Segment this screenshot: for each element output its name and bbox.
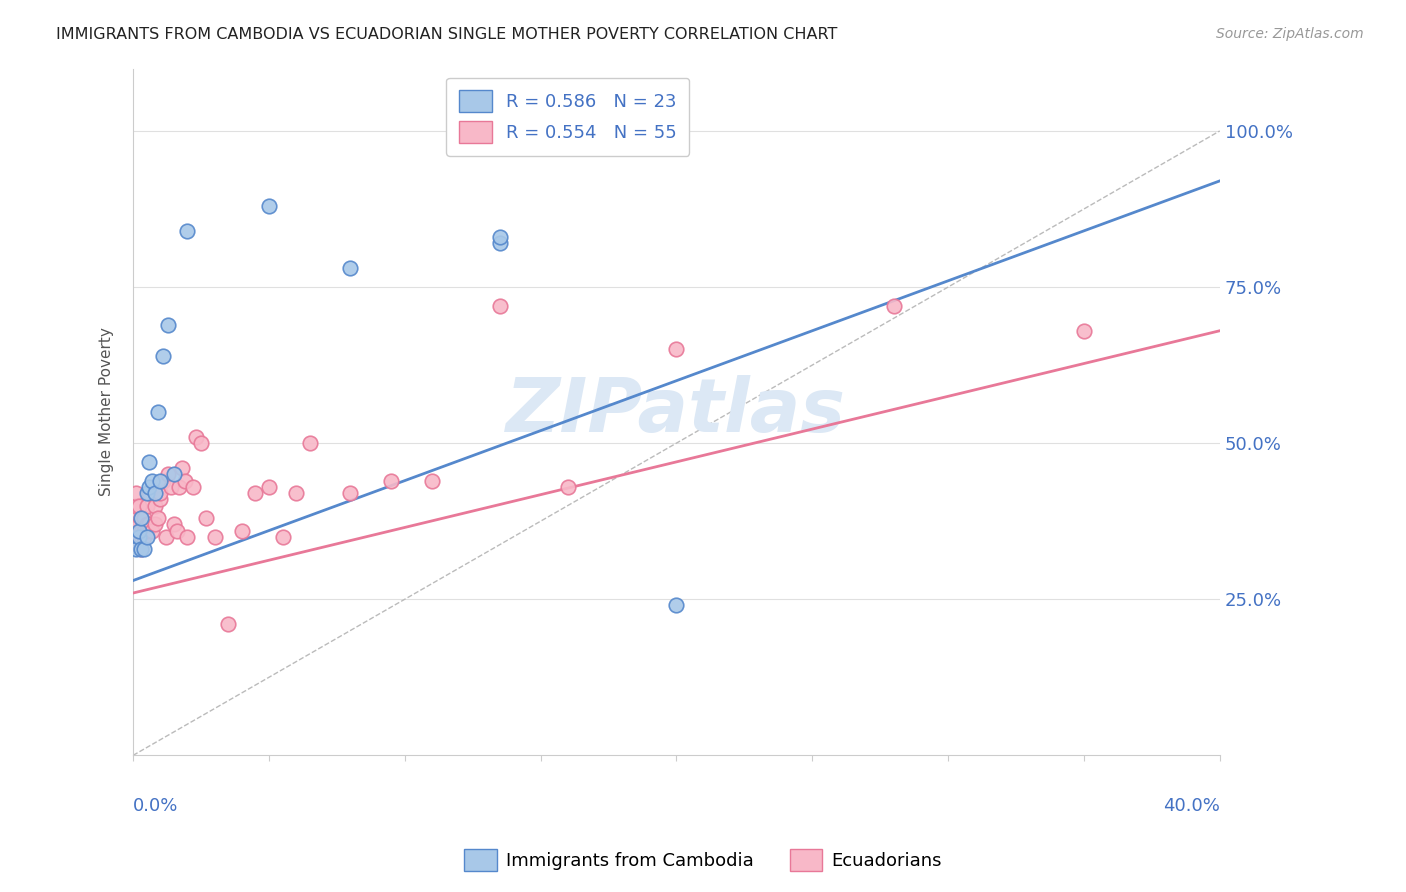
- Point: [129, 511, 152, 525]
- Point: [129, 530, 152, 544]
- Point: [125, 542, 148, 557]
- Point: [155, 530, 177, 544]
- Point: [190, 436, 212, 450]
- Point: [489, 230, 512, 244]
- Point: [184, 430, 207, 444]
- Text: 0.0%: 0.0%: [134, 797, 179, 814]
- Point: [132, 524, 155, 538]
- Point: [129, 524, 152, 538]
- Point: [339, 261, 361, 276]
- Point: [143, 486, 166, 500]
- Point: [170, 461, 193, 475]
- Point: [125, 499, 148, 513]
- Point: [163, 517, 186, 532]
- Point: [146, 511, 169, 525]
- Point: [181, 480, 204, 494]
- Point: [143, 499, 166, 513]
- Point: [157, 467, 180, 482]
- Point: [169, 480, 191, 494]
- Point: [160, 480, 183, 494]
- Point: [152, 474, 174, 488]
- Point: [125, 511, 148, 525]
- Point: [245, 486, 267, 500]
- Point: [135, 524, 157, 538]
- Point: [149, 492, 172, 507]
- Point: [124, 536, 146, 550]
- Point: [138, 455, 160, 469]
- Point: [149, 474, 172, 488]
- Point: [138, 480, 160, 494]
- Point: [195, 511, 218, 525]
- Point: [143, 517, 166, 532]
- Point: [420, 474, 443, 488]
- Point: [665, 599, 688, 613]
- Point: [298, 436, 321, 450]
- Point: [128, 530, 150, 544]
- Point: [163, 467, 186, 482]
- Point: [217, 617, 239, 632]
- Point: [129, 542, 152, 557]
- Point: [257, 480, 280, 494]
- Point: [157, 318, 180, 332]
- Point: [146, 405, 169, 419]
- Point: [257, 199, 280, 213]
- Point: [129, 511, 152, 525]
- Point: [166, 524, 188, 538]
- Point: [141, 474, 163, 488]
- Point: [380, 474, 402, 488]
- Point: [129, 542, 152, 557]
- Point: [231, 524, 253, 538]
- Point: [128, 499, 150, 513]
- Point: [128, 524, 150, 538]
- Text: IMMIGRANTS FROM CAMBODIA VS ECUADORIAN SINGLE MOTHER POVERTY CORRELATION CHART: IMMIGRANTS FROM CAMBODIA VS ECUADORIAN S…: [56, 27, 838, 42]
- Point: [138, 517, 160, 532]
- Point: [132, 530, 155, 544]
- Text: Source: ZipAtlas.com: Source: ZipAtlas.com: [1216, 27, 1364, 41]
- Point: [883, 299, 905, 313]
- Point: [339, 486, 361, 500]
- Point: [204, 530, 226, 544]
- Point: [125, 486, 148, 500]
- Point: [489, 236, 512, 251]
- Point: [665, 343, 688, 357]
- Point: [176, 224, 198, 238]
- Point: [557, 480, 579, 494]
- Point: [141, 524, 163, 538]
- Point: [135, 517, 157, 532]
- Point: [176, 530, 198, 544]
- Point: [173, 474, 195, 488]
- Point: [152, 349, 174, 363]
- Text: 40.0%: 40.0%: [1163, 797, 1220, 814]
- Point: [138, 486, 160, 500]
- Y-axis label: Single Mother Poverty: Single Mother Poverty: [100, 327, 114, 496]
- Point: [1073, 324, 1095, 338]
- Point: [489, 299, 512, 313]
- Point: [132, 511, 155, 525]
- Point: [285, 486, 308, 500]
- Point: [132, 542, 155, 557]
- Point: [135, 486, 157, 500]
- Point: [149, 486, 172, 500]
- Point: [128, 517, 150, 532]
- Text: ZIPatlas: ZIPatlas: [506, 376, 846, 449]
- Point: [135, 530, 157, 544]
- Legend: R = 0.586   N = 23, R = 0.554   N = 55: R = 0.586 N = 23, R = 0.554 N = 55: [446, 78, 689, 156]
- Point: [128, 530, 150, 544]
- Point: [271, 530, 294, 544]
- Point: [135, 499, 157, 513]
- Legend: Immigrants from Cambodia, Ecuadorians: Immigrants from Cambodia, Ecuadorians: [457, 842, 949, 879]
